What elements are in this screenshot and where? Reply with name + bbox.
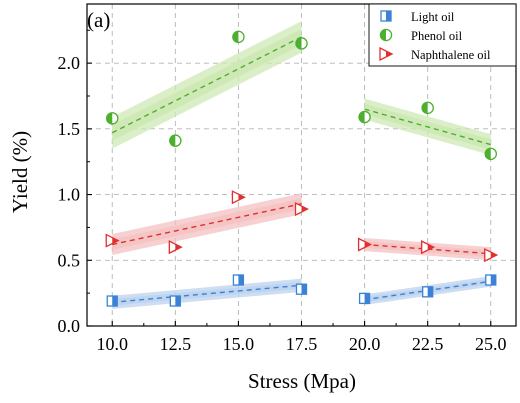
phenol-oil-marker — [232, 30, 245, 44]
legend-entry-light-oil: Light oil — [380, 10, 455, 24]
marker-fill — [295, 37, 302, 50]
marker-fill — [175, 296, 181, 307]
y-tick-label: 2.0 — [58, 53, 81, 73]
x-tick-label: 12.5 — [160, 334, 192, 354]
marker-fill — [238, 194, 245, 201]
light-oil-inner-band — [112, 281, 302, 306]
light-oil-marker — [232, 274, 245, 286]
naphthalene-oil-marker — [484, 247, 499, 263]
marker-fill — [485, 148, 491, 160]
phenol-oil-marker — [169, 134, 182, 147]
legend-box — [368, 3, 517, 67]
legend-entry-phenol-oil: Phenol oil — [379, 28, 463, 43]
marker-fill — [427, 244, 434, 251]
phenol-oil-fit-line — [364, 108, 491, 146]
phenol-oil-marker — [358, 110, 371, 124]
x-tick-label: 17.5 — [286, 334, 318, 354]
legend-entry-naphthalene-oil: Naphthalene oil — [379, 46, 491, 62]
marker-fill — [169, 135, 176, 147]
naphthalene-oil-marker — [105, 233, 120, 248]
phenol-oil-inner-band — [112, 28, 302, 141]
light-oil-marker — [485, 274, 497, 286]
marker-fill — [490, 275, 496, 285]
y-axis-title: Yield (%) — [8, 131, 32, 213]
naphthalene-oil-marker — [357, 237, 373, 252]
marker-fill — [238, 275, 244, 285]
light-oil-marker — [358, 292, 371, 305]
legend-label-naphthalene-oil: Naphthalene oil — [411, 48, 491, 62]
x-tick-label: 10.0 — [96, 334, 128, 354]
y-tick-label: 1.0 — [58, 185, 81, 205]
light-oil-fit-line — [112, 284, 302, 304]
light-oil-marker — [295, 283, 308, 295]
marker-fill — [301, 206, 308, 213]
marker-fill — [301, 284, 307, 295]
marker-outline — [357, 237, 373, 252]
phenol-oil-marker — [421, 101, 434, 115]
marker-fill — [106, 112, 113, 124]
marker-fill — [490, 252, 497, 259]
marker-fill — [112, 237, 119, 244]
legend-label-phenol-oil: Phenol oil — [411, 29, 463, 43]
phenol-oil-marker — [295, 37, 308, 50]
marker-fill — [112, 296, 118, 307]
marker-fill — [427, 286, 433, 297]
naphthalene-oil-marker — [421, 240, 436, 255]
marker-outline — [421, 240, 436, 255]
marker-fill — [364, 241, 371, 248]
y-tick-label: 0.0 — [58, 316, 81, 336]
marker-fill — [364, 293, 370, 304]
naphthalene-oil-marker — [168, 240, 183, 255]
marker-fill — [358, 111, 365, 123]
naphthalene-oil-marker — [231, 190, 246, 205]
naphthalene-oil-legend-marker — [379, 46, 394, 62]
marker-fill — [175, 244, 182, 251]
x-tick-label: 15.0 — [223, 334, 255, 354]
light-oil-marker — [106, 295, 118, 307]
data-markers — [105, 30, 499, 307]
naphthalene-oil-inner-band — [112, 198, 302, 250]
x-tick-label: 22.5 — [412, 334, 444, 354]
x-axis-title: Stress (Mpa) — [248, 369, 356, 393]
phenol-oil-marker — [105, 112, 119, 125]
y-tick-label: 1.5 — [58, 119, 81, 139]
legend: Light oil Phenol oil Naphthalene oil — [368, 3, 517, 67]
phenol-oil-marker — [484, 147, 498, 161]
light-oil-marker — [169, 295, 181, 307]
marker-outline — [105, 233, 120, 248]
marker-fill — [386, 11, 391, 21]
legend-label-light-oil: Light oil — [411, 10, 455, 24]
marker-fill — [232, 31, 239, 43]
marker-fill — [386, 51, 392, 57]
y-axis: 0.0 0.5 1.0 1.5 2.0 — [58, 29, 92, 336]
light-oil-marker — [422, 286, 434, 298]
naphthalene-oil-marker — [294, 201, 309, 217]
x-tick-label: 25.0 — [475, 334, 507, 354]
y-tick-label: 0.5 — [58, 250, 81, 270]
x-axis: 10.0 12.5 15.0 17.5 20.0 22.5 25.0 — [96, 321, 507, 354]
marker-fill — [380, 29, 386, 41]
marker-fill — [422, 102, 428, 114]
x-tick-label: 20.0 — [349, 334, 381, 354]
panel-label: (a) — [87, 8, 110, 32]
phenol-oil-legend-marker — [379, 28, 393, 42]
light-oil-legend-marker — [380, 10, 392, 22]
